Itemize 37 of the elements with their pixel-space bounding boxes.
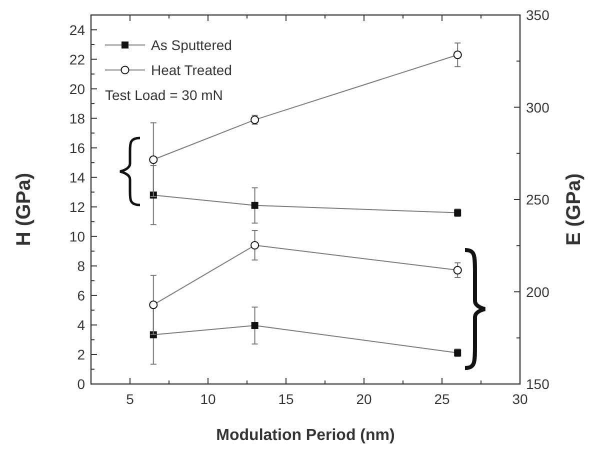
y-tick-label: 0: [77, 376, 86, 392]
y-tick-label: 4: [77, 316, 86, 333]
y-tick-label: 16: [69, 140, 86, 156]
x-tick-label: 20: [356, 391, 372, 407]
point: [251, 322, 258, 330]
y-tick-label: 12: [69, 198, 86, 215]
point: [453, 50, 462, 60]
y2-tick-label: 150: [526, 376, 550, 392]
y-tick-label: 10: [69, 228, 86, 244]
legend-label: Heat Treated: [151, 62, 232, 78]
point: [149, 155, 158, 164]
point: [250, 240, 260, 250]
y2-axis-title: E (GPa): [563, 173, 585, 246]
point: [149, 300, 158, 310]
legend-label: As Sputtered: [151, 37, 232, 53]
x-axis-title: Modulation Period (nm): [216, 427, 395, 444]
y2-tick-label: 250: [526, 192, 550, 208]
y-tick-label: 8: [77, 258, 86, 274]
y2-tick-label: 300: [526, 99, 550, 116]
x-tick-label: 15: [278, 391, 294, 407]
point: [453, 266, 462, 274]
x-tick-label: 30: [512, 391, 528, 407]
y2-tick-label: 200: [526, 284, 550, 300]
x-tick-label: 5: [126, 391, 134, 407]
point: [251, 202, 258, 209]
annotation: Test Load = 30 mN: [105, 87, 223, 103]
y2-tick-label: 350: [526, 7, 550, 23]
y-tick-label: 2: [77, 346, 86, 362]
x-tick-label: 10: [200, 391, 216, 407]
y-tick-label: 22: [69, 51, 86, 68]
y-tick-label: 20: [69, 80, 86, 97]
x-tick-label: 25: [434, 391, 450, 407]
y-tick-label: 14: [69, 169, 86, 186]
y-axis-title: H (GPa): [13, 172, 35, 246]
y-tick-label: 18: [69, 110, 86, 126]
y-tick-label: 24: [69, 22, 86, 38]
y-tick-label: 6: [77, 287, 86, 304]
